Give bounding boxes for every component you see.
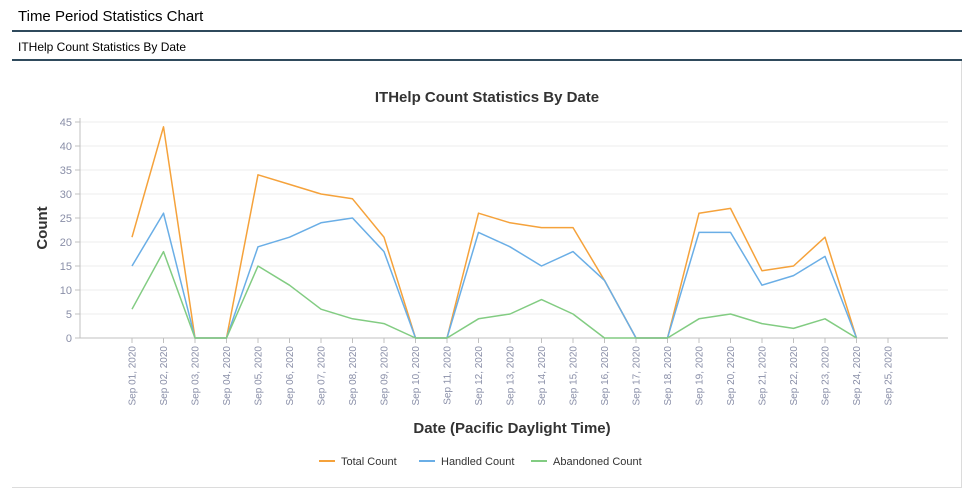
line-chart: ITHelp Count Statistics By Date 0 5 10 15 20… [34, 89, 948, 468]
x-tick-label: Sep 05, 2020 [254, 346, 265, 406]
legend-label: Abandoned Count [553, 456, 642, 468]
legend-label: Handled Count [441, 456, 514, 468]
series-line-abandoned-count [131, 250, 857, 339]
x-axis-title: Date (Pacific Daylight Time) [413, 420, 610, 437]
y-tick-label: 25 [60, 213, 72, 225]
legend-label: Total Count [341, 456, 397, 468]
legend-item-abandoned-count[interactable]: Abandoned Count [531, 456, 642, 468]
x-tick-label: Sep 11, 2020 [443, 346, 454, 405]
x-axis: Sep 01, 2020 Sep 02, 2020 Sep 03, 2020 Sep … [80, 337, 948, 406]
x-tick-label: Sep 04, 2020 [222, 346, 233, 406]
y-tick-label: 10 [60, 285, 72, 297]
grid-lines [80, 121, 948, 315]
y-tick-label: 40 [60, 141, 72, 153]
section-title: ITHelp Count Statistics By Date [18, 40, 187, 54]
x-tick-label: Sep 24, 2020 [852, 346, 863, 406]
x-tick-label: Sep 17, 2020 [632, 346, 643, 406]
page-title: Time Period Statistics Chart [18, 8, 204, 25]
x-tick-label: Sep 13, 2020 [506, 346, 517, 406]
y-tick-label: 5 [66, 309, 72, 321]
series-line-handled-count [131, 212, 858, 339]
y-axis-title: Count [34, 206, 51, 249]
x-tick-label: Sep 14, 2020 [537, 346, 548, 406]
x-tick-label: Sep 25, 2020 [884, 346, 895, 406]
x-tick-label: Sep 07, 2020 [317, 346, 328, 406]
x-tick-label: Sep 03, 2020 [191, 346, 202, 406]
y-tick-label: 15 [60, 261, 72, 273]
x-tick-label: Sep 15, 2020 [569, 346, 580, 406]
y-tick-label: 20 [60, 237, 72, 249]
section-header: ITHelp Count Statistics By Date [12, 32, 962, 61]
x-tick-label: Sep 06, 2020 [285, 346, 296, 406]
x-tick-label: Sep 23, 2020 [821, 346, 832, 406]
legend-item-handled-count[interactable]: Handled Count [419, 456, 514, 468]
x-tick-label: Sep 18, 2020 [663, 346, 674, 406]
chart-title: ITHelp Count Statistics By Date [375, 89, 599, 106]
series-lines [131, 126, 858, 339]
x-tick-label: Sep 08, 2020 [348, 346, 359, 406]
x-tick-label: Sep 22, 2020 [789, 346, 800, 406]
y-tick-label: 30 [60, 189, 72, 201]
x-tick-label: Sep 12, 2020 [474, 346, 485, 406]
y-axis: 0 5 10 15 20 25 30 35 40 45 [60, 117, 81, 345]
x-tick-label: Sep 16, 2020 [600, 346, 611, 406]
x-tick-label: Sep 09, 2020 [380, 346, 391, 406]
x-tick-label: Sep 10, 2020 [411, 346, 422, 406]
x-tick-label: Sep 02, 2020 [159, 346, 170, 406]
page-header: Time Period Statistics Chart [12, 0, 962, 32]
chart-panel: ITHelp Count Statistics By Date 0 5 10 15 20… [12, 61, 962, 488]
x-tick-label: Sep 19, 2020 [695, 346, 706, 406]
legend: Total Count Handled Count Abandoned Count [319, 456, 642, 468]
y-tick-label: 45 [60, 117, 72, 129]
y-tick-label: 35 [60, 165, 72, 177]
legend-item-total-count[interactable]: Total Count [319, 456, 397, 468]
x-tick-label: Sep 01, 2020 [128, 346, 139, 406]
series-line-total-count [131, 126, 858, 339]
x-tick-label: Sep 20, 2020 [726, 346, 737, 406]
x-tick-label: Sep 21, 2020 [758, 346, 769, 406]
y-tick-label: 0 [66, 333, 72, 345]
